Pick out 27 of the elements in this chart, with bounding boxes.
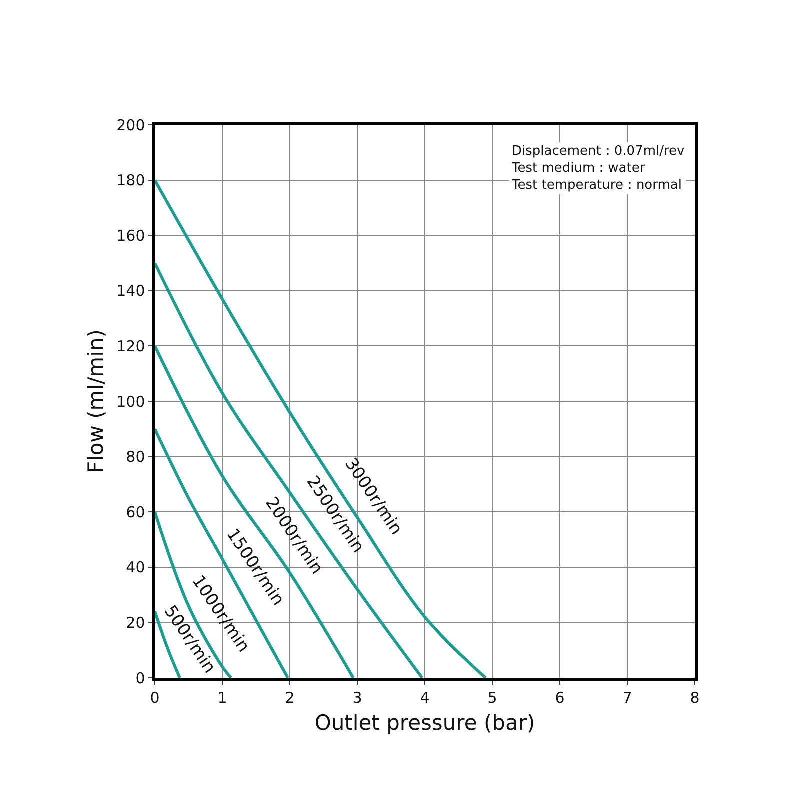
x-tick-label: 2 <box>285 688 295 707</box>
y-tick-label: 100 <box>116 392 146 411</box>
y-tick-label: 120 <box>116 337 146 356</box>
line-series <box>155 262 424 678</box>
x-tick-label: 7 <box>622 688 632 707</box>
line-series <box>155 178 488 678</box>
y-tick-label: 60 <box>126 503 146 522</box>
x-tick-label: 0 <box>150 688 160 707</box>
y-tick-label: 160 <box>116 226 146 245</box>
y-axis-title: Flow (ml/min) <box>84 330 108 474</box>
y-tick-label: 80 <box>126 448 146 466</box>
y-tick-label: 140 <box>116 282 146 300</box>
x-axis-title: Outlet pressure (bar) <box>314 710 536 735</box>
x-tick-label: 1 <box>218 688 228 707</box>
y-tick-label: 200 <box>116 116 146 134</box>
x-tick-label: 5 <box>488 688 498 707</box>
annotation: Test medium：water <box>511 160 646 176</box>
x-tick-label: 4 <box>420 688 430 707</box>
y-tick-label: 40 <box>126 558 146 577</box>
annotation: Test temperature：normal <box>511 178 682 193</box>
y-tick-label: 0 <box>136 669 146 688</box>
y-tick-label: 20 <box>126 614 146 632</box>
x-tick-label: 3 <box>352 688 362 707</box>
y-tick-label: 180 <box>116 172 146 190</box>
x-tick-label: 8 <box>690 688 700 707</box>
x-tick-label: 6 <box>555 688 565 707</box>
annotation: Displacement：0.07ml/rev <box>512 144 686 159</box>
